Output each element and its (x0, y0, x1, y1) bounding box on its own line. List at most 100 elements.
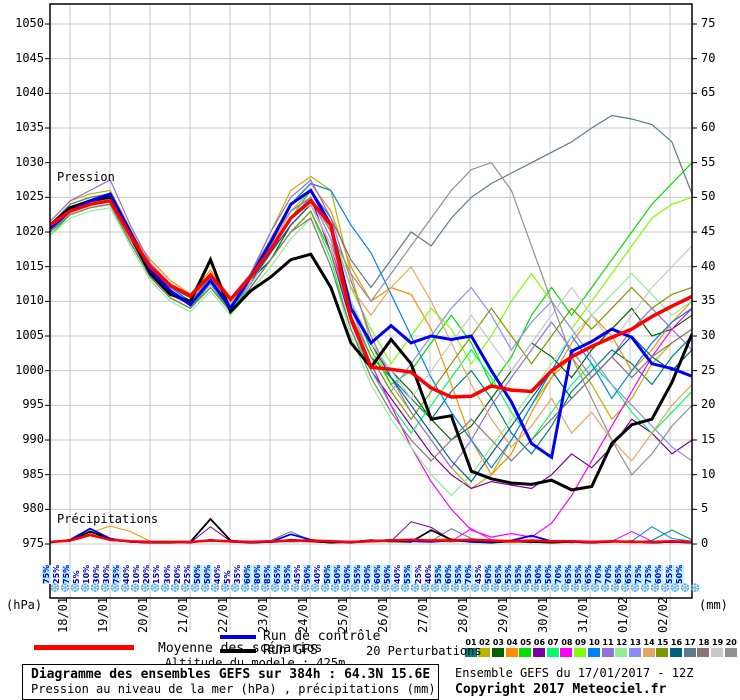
perturbation-number: 01 (465, 638, 477, 647)
snowflake-icon: ❆ (50, 581, 61, 595)
snowflake-icon: ❆ (60, 581, 71, 595)
left-axis-label: 1050 (15, 16, 44, 30)
right-axis-label: 5 (701, 501, 709, 516)
pressure-annotation: Pression (57, 170, 115, 184)
gfs-legend-swatch (220, 649, 256, 653)
snowflake-icon: ❆ (350, 581, 361, 595)
perturbation-swatch (642, 648, 655, 657)
perturbation-number: 18 (698, 638, 710, 647)
right-axis-label: 40 (701, 258, 716, 273)
snowflake-icon: ❆ (330, 581, 341, 595)
snowflake-icon: ❆ (260, 581, 271, 595)
right-axis-label: 55 (701, 154, 716, 169)
snowflake-icon: ❆ (660, 581, 671, 595)
snowflake-icon: ❆ (500, 581, 511, 595)
snowflake-icon: ❆ (540, 581, 551, 595)
mean-legend-swatch (34, 645, 134, 650)
left-axis-label: 1020 (15, 224, 44, 238)
left-axis-label: 990 (22, 432, 44, 446)
perturbation-swatch (478, 648, 491, 657)
perturbation-swatch (574, 648, 587, 657)
snowflake-icon: ❆ (400, 581, 411, 595)
snowflake-icon: ❆ (670, 581, 681, 595)
perturbation-number: 10 (588, 638, 600, 647)
date-label: 27/01 (416, 596, 430, 633)
snowflake-icon: ❆ (90, 581, 101, 595)
perturbation-02-line (50, 175, 692, 490)
date-label: 26/01 (376, 596, 390, 633)
perturbation-swatch (560, 648, 573, 657)
control-legend-label: Run de contrôle (263, 629, 381, 644)
snowflake-icon: ❆ (440, 581, 451, 595)
snowflake-icon: ❆ (460, 581, 471, 595)
date-label: 22/01 (216, 596, 230, 633)
right-axis-label: 10 (701, 466, 716, 481)
perturbation-number: 06 (533, 638, 546, 647)
date-label: 23/01 (256, 596, 270, 633)
snowflake-icon: ❆ (230, 581, 241, 595)
perturbation-swatch (464, 648, 477, 657)
ensemble-mean-line (50, 198, 692, 399)
left-axis-label: 975 (22, 536, 44, 550)
title-box: Diagramme des ensembles GEFS sur 384h : … (22, 664, 439, 700)
date-label: 21/01 (176, 596, 190, 633)
date-label: 29/01 (496, 596, 510, 633)
snowflake-icon: ❆ (180, 581, 191, 595)
control-legend-swatch (220, 635, 256, 639)
snowflake-icon: ❆ (120, 581, 131, 595)
right-axis-label: 50 (701, 189, 716, 204)
perturbation-number: 02 (479, 638, 491, 647)
snowflake-icon: ❆ (100, 581, 111, 595)
perturbation-number: 20 (725, 638, 737, 647)
left-axis-label: 1015 (15, 258, 44, 273)
perturbation-swatch (697, 648, 710, 657)
perturbation-number: 07 (547, 638, 559, 647)
precipitation-annotation: Précipitations (57, 512, 159, 526)
snowflake-icon: ❆ (320, 581, 331, 595)
perturbation-number: 13 (629, 638, 641, 647)
date-label: 18/01 (56, 596, 70, 633)
snowflake-icon: ❆ (310, 581, 321, 595)
snowflake-icon: ❆ (390, 581, 401, 595)
copyright: Copyright 2017 Meteociel.fr (455, 682, 667, 697)
perturbation-swatch (724, 648, 737, 657)
left-axis-label: 1005 (15, 328, 44, 342)
perturbation-swatch (601, 648, 614, 657)
snowflake-icon: ❆ (520, 581, 531, 595)
snowflake-icon: ❆ (200, 581, 211, 595)
left-axis-unit: (hPa) (6, 598, 43, 612)
snowflake-icon: ❆ (80, 581, 91, 595)
snowflake-icon: ❆ (290, 581, 301, 595)
left-axis-label: 1025 (15, 189, 44, 204)
right-axis-label: 35 (701, 293, 716, 308)
snowflake-icon: ❆ (580, 581, 591, 595)
right-axis-label: 70 (701, 50, 716, 65)
perturbation-number: 14 (643, 638, 655, 647)
perturbation-swatch (628, 648, 641, 657)
snowflake-icon: ❆ (110, 581, 121, 595)
diagram-title: Diagramme des ensembles GEFS sur 384h : … (31, 667, 431, 682)
control-run-line (50, 188, 692, 460)
perturbation-number: 12 (616, 638, 628, 647)
snowflake-icon: ❆ (510, 581, 521, 595)
left-axis-label: 1040 (15, 85, 44, 100)
gfs-legend-label: Run GFS (263, 643, 318, 658)
snowflake-icon: ❆ (630, 581, 641, 595)
snowflake-icon: ❆ (450, 581, 461, 595)
left-axis-label: 1000 (15, 362, 44, 377)
snowflake-icon: ❆ (300, 581, 311, 595)
perturbation-swatch (533, 648, 545, 657)
perturbation-swatch (615, 648, 628, 657)
date-label: 24/01 (296, 596, 310, 633)
snowflake-icon: ❆ (220, 581, 231, 595)
perturbation-number: 04 (506, 638, 518, 647)
perturbation-18-line (50, 203, 692, 462)
snowflake-icon: ❆ (380, 581, 391, 595)
snowflake-icon: ❆ (650, 581, 661, 595)
perturbation-swatch (683, 648, 696, 657)
perturbations-legend-label: 20 Perturbations (366, 644, 482, 658)
snowflake-icon: ❆ (550, 581, 561, 595)
perturbation-swatch (656, 648, 669, 657)
perturbation-swatch (491, 648, 504, 657)
